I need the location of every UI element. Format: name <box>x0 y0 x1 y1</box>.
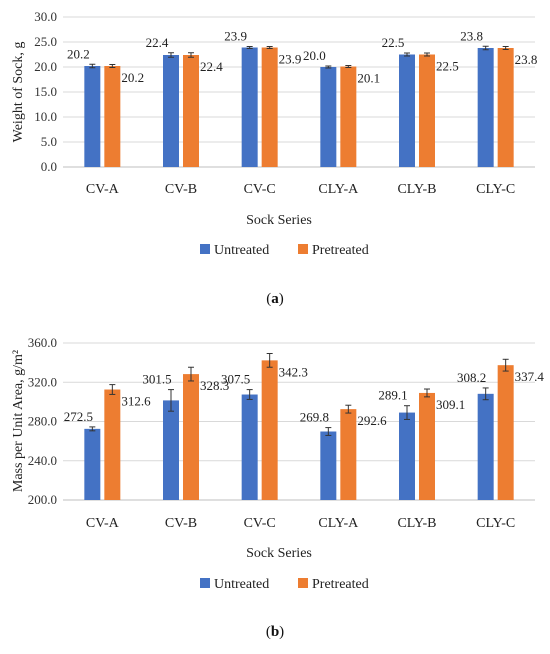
bar-untreated-cly-a <box>320 431 337 500</box>
chart-panel-b: 200.0 240.0 280.0 320.0 360.0 272.5 312.6 CV-A 3… <box>11 335 544 640</box>
data-label: 307.5 <box>221 372 250 387</box>
data-label: 22.4 <box>200 59 223 74</box>
bar-pretreated-cv-c <box>261 47 278 167</box>
bar-pretreated-cly-c <box>497 365 514 500</box>
y-tick-label: 280.0 <box>28 414 57 429</box>
data-label: 20.1 <box>357 71 380 86</box>
data-label: 269.8 <box>300 410 329 425</box>
y-axis-label: Mass per Unit Area, g/m² <box>11 350 26 492</box>
chart-panel-a: 0.0 5.0 10.0 15.0 20.0 25.0 30.0 20.2 20.2 CV-A 22… <box>11 9 537 307</box>
legend-swatch <box>200 244 210 254</box>
panel-caption: (b) <box>266 624 284 640</box>
bar-pretreated-cv-c <box>261 360 278 500</box>
legend-entry: Pretreated <box>312 577 369 592</box>
data-label: 20.2 <box>67 46 90 61</box>
y-tick-label: 360.0 <box>28 335 57 350</box>
data-label: 23.9 <box>224 29 247 44</box>
bar-untreated-cly-b <box>399 412 415 500</box>
data-label: 23.8 <box>460 28 483 43</box>
bar-untreated-cly-c <box>477 48 494 167</box>
y-tick-label: 30.0 <box>34 9 57 24</box>
x-tick-label: CLY-C <box>476 182 515 197</box>
x-tick-label: CV-A <box>86 182 120 197</box>
data-label: 23.9 <box>279 52 302 67</box>
y-axis-label: Weight of Sock, g <box>11 42 26 143</box>
data-label: 22.4 <box>146 35 169 50</box>
data-label: 22.5 <box>382 35 405 50</box>
bar-pretreated-cly-b <box>419 392 435 500</box>
panel-caption: (a) <box>266 291 284 307</box>
data-label: 308.2 <box>457 370 486 385</box>
bar-pretreated-cv-a <box>104 389 121 500</box>
y-tick-label: 5.0 <box>41 134 57 149</box>
legend-entry: Untreated <box>214 243 269 258</box>
legend-swatch <box>298 244 308 254</box>
bar-pretreated-cly-a <box>340 409 357 500</box>
x-tick-label: CV-A <box>86 516 120 531</box>
x-tick-label: CLY-B <box>397 516 436 531</box>
data-label: 328.3 <box>200 378 229 393</box>
bar-untreated-cly-b <box>399 54 415 167</box>
y-tick-label: 15.0 <box>34 84 57 99</box>
data-label: 22.5 <box>436 59 459 74</box>
bar-untreated-cv-c <box>241 47 258 167</box>
bar-untreated-cly-c <box>477 393 494 500</box>
legend-entry: Pretreated <box>312 243 369 258</box>
x-tick-label: CLY-B <box>397 182 436 197</box>
data-label: 337.4 <box>515 369 545 384</box>
y-tick-label: 0.0 <box>41 159 57 174</box>
x-axis-label: Sock Series <box>246 213 312 228</box>
bar-untreated-cv-c <box>241 394 258 500</box>
x-tick-label: CV-B <box>165 516 197 531</box>
bar-untreated-cv-a <box>84 66 101 167</box>
data-label: 20.2 <box>121 70 144 85</box>
data-label: 20.0 <box>303 48 326 63</box>
data-label: 289.1 <box>378 388 407 403</box>
data-label: 309.1 <box>436 397 465 412</box>
x-tick-label: CV-C <box>244 182 276 197</box>
data-label: 301.5 <box>142 372 171 387</box>
x-tick-label: CV-C <box>244 516 276 531</box>
x-axis-label: Sock Series <box>246 546 312 561</box>
data-label: 23.8 <box>515 52 538 67</box>
bar-pretreated-cly-c <box>497 48 514 167</box>
data-label: 272.5 <box>64 409 93 424</box>
y-tick-label: 240.0 <box>28 453 57 468</box>
legend-swatch <box>200 578 210 588</box>
bar-untreated-cv-b <box>163 400 179 500</box>
y-tick-label: 10.0 <box>34 109 57 124</box>
bar-pretreated-cv-a <box>104 66 121 167</box>
y-tick-label: 200.0 <box>28 492 57 507</box>
bar-pretreated-cv-b <box>183 374 199 500</box>
bar-untreated-cv-a <box>84 428 101 500</box>
data-label: 342.3 <box>279 364 308 379</box>
bar-pretreated-cv-b <box>183 55 199 167</box>
legend-entry: Untreated <box>214 577 269 592</box>
data-label: 312.6 <box>121 394 151 409</box>
data-label: 292.6 <box>357 413 387 428</box>
bar-pretreated-cly-b <box>419 54 435 167</box>
y-tick-label: 320.0 <box>28 374 57 389</box>
x-tick-label: CV-B <box>165 182 197 197</box>
bar-untreated-cv-b <box>163 55 179 167</box>
legend-swatch <box>298 578 308 588</box>
bar-untreated-cly-a <box>320 67 337 167</box>
x-tick-label: CLY-C <box>476 516 515 531</box>
x-tick-label: CLY-A <box>318 516 359 531</box>
y-tick-label: 25.0 <box>34 34 57 49</box>
x-tick-label: CLY-A <box>318 182 359 197</box>
y-tick-label: 20.0 <box>34 59 57 74</box>
bar-pretreated-cly-a <box>340 66 357 167</box>
